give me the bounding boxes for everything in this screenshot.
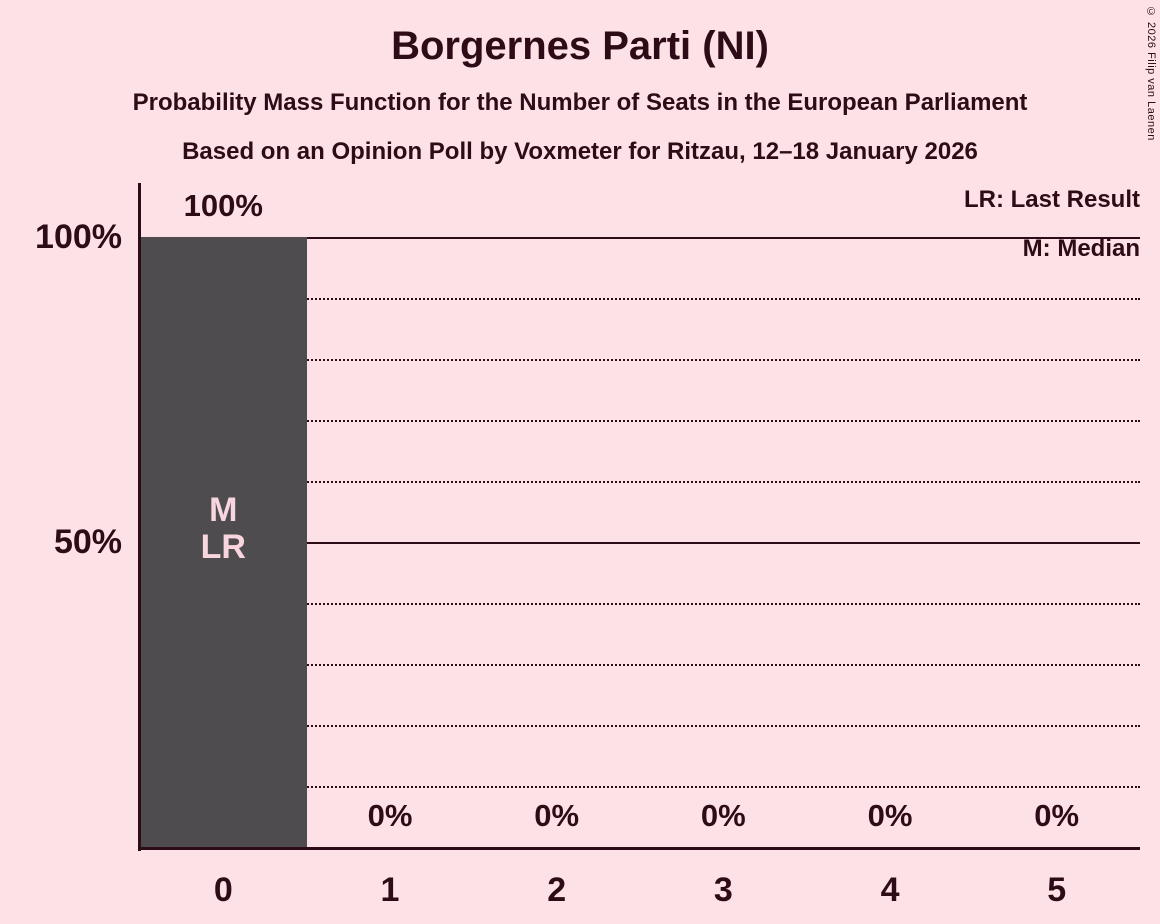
y-tick-label-100: 100%	[35, 218, 122, 256]
plot-area: 100% 0% 0% 0% 0% 0% M LR	[140, 184, 1140, 847]
gridline-dotted-60	[140, 481, 1140, 483]
x-axis-line	[138, 847, 1140, 850]
bar-annotation-0: M LR	[200, 491, 246, 566]
bar-value-label-2: 0%	[534, 798, 580, 833]
copyright-notice: © 2026 Filip van Laenen	[1145, 6, 1157, 141]
chart-subtitle: Probability Mass Function for the Number…	[132, 89, 1028, 116]
x-tick-label-4: 4	[880, 871, 900, 909]
gridline-solid-100	[140, 237, 1140, 239]
bar-seats-0	[141, 237, 307, 847]
x-tick-label-0: 0	[213, 871, 233, 909]
bar-value-label-5: 0%	[1034, 798, 1080, 833]
gridline-dotted-10	[140, 786, 1140, 788]
bar-value-label-1: 0%	[367, 798, 413, 833]
legend-last-result: LR: Last Result	[963, 186, 1140, 213]
gridline-dotted-20	[140, 725, 1140, 727]
x-tick-labels: 0 1 2 3 4 5	[140, 868, 1140, 912]
bar-value-label-3: 0%	[700, 798, 746, 833]
gridline-dotted-40	[140, 603, 1140, 605]
x-tick-label-5: 5	[1047, 871, 1067, 909]
gridline-dotted-90	[140, 298, 1140, 300]
bar-value-label-0: 100%	[183, 188, 263, 223]
chart-title: Borgernes Parti (NI)	[391, 24, 769, 68]
x-tick-label-1: 1	[380, 871, 400, 909]
gridline-solid-50	[140, 542, 1140, 544]
gridline-dotted-30	[140, 664, 1140, 666]
bar-value-label-4: 0%	[867, 798, 913, 833]
x-tick-label-2: 2	[547, 871, 567, 909]
chart-poll-source: Based on an Opinion Poll by Voxmeter for…	[182, 138, 978, 165]
gridline-dotted-80	[140, 359, 1140, 361]
y-axis-line	[138, 183, 141, 851]
legend-median: M: Median	[1022, 235, 1140, 262]
x-tick-label-3: 3	[713, 871, 733, 909]
gridline-dotted-70	[140, 420, 1140, 422]
y-tick-label-50: 50%	[53, 523, 122, 561]
